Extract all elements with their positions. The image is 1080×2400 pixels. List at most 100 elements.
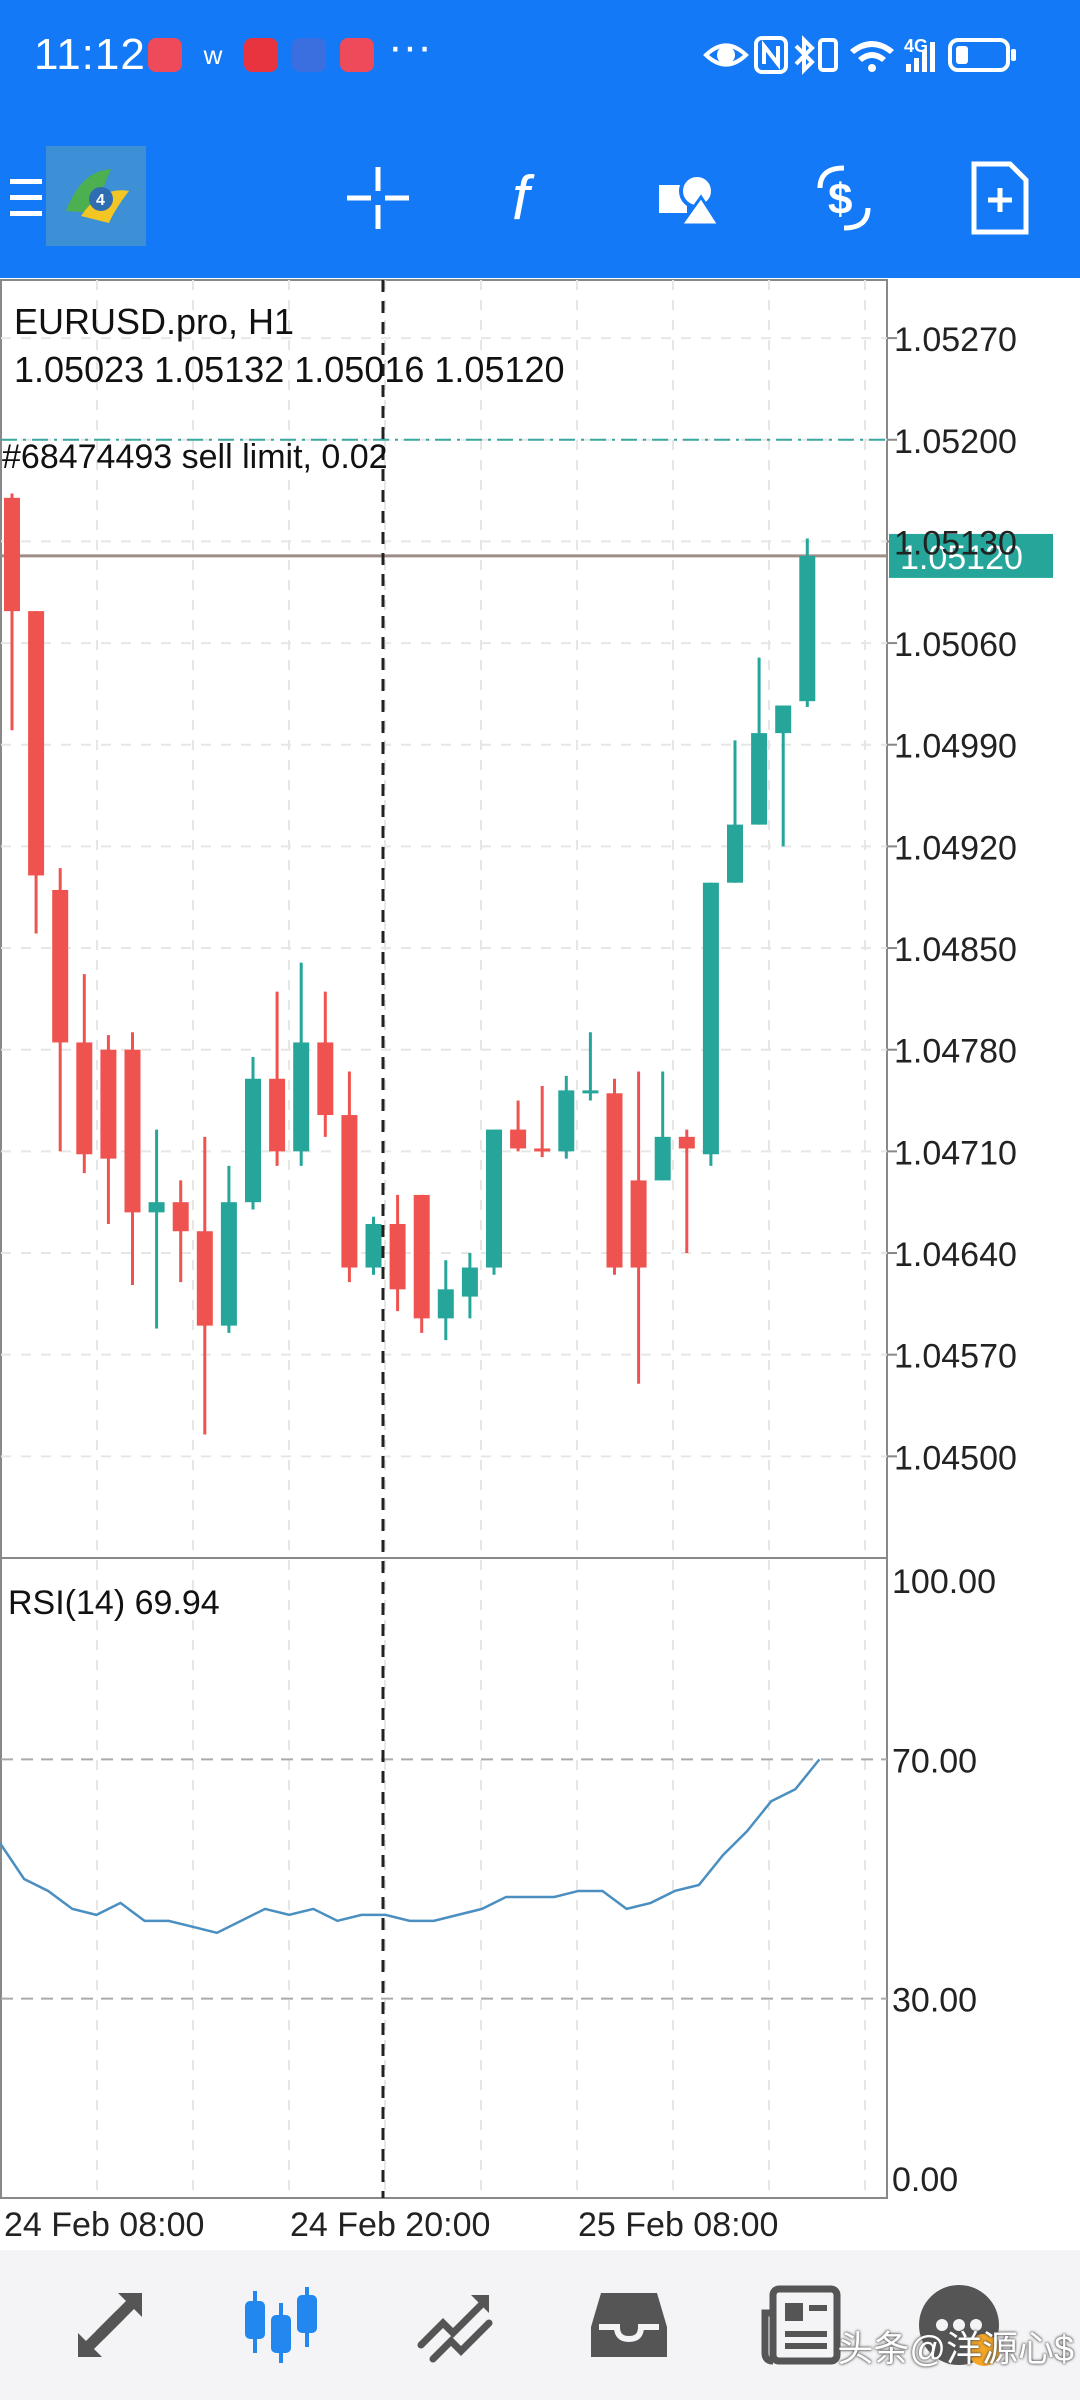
candle <box>751 657 768 825</box>
price-tick-label: 1.05060 <box>894 626 1017 664</box>
price-tick-label: 1.05200 <box>894 423 1017 461</box>
candle-body <box>124 1049 141 1213</box>
candle <box>52 868 69 1152</box>
candle <box>630 1071 647 1384</box>
candle-body <box>317 1042 334 1116</box>
menu-icon <box>10 179 42 216</box>
candle <box>389 1194 406 1312</box>
rsi-tick-label: 0.00 <box>892 2161 958 2199</box>
candle-body <box>76 1042 93 1155</box>
candle-body <box>799 555 816 702</box>
candle <box>582 1032 599 1101</box>
svg-text:$: $ <box>828 175 852 224</box>
weibo-icon: w <box>203 40 223 70</box>
candle-body <box>148 1202 165 1213</box>
price-chart[interactable]: 1.05120 1.05270 1.05200 1.05130 1.05060 1.04… <box>0 278 1080 2250</box>
huawei-app-icon <box>340 38 374 72</box>
status-bar: 11:12 w ··· 4G <box>0 0 1080 120</box>
candle-body <box>558 1090 575 1152</box>
chart-area[interactable]: 1.05120 1.05270 1.05200 1.05130 1.05060 1.04… <box>0 278 1080 2250</box>
candle <box>558 1075 575 1159</box>
candle <box>245 1056 261 1210</box>
rsi-tick-label: 100.00 <box>892 1563 996 1601</box>
wifi-icon <box>850 41 894 72</box>
candle-body <box>389 1223 406 1290</box>
battery-icon <box>948 38 1016 72</box>
candle-body <box>220 1202 237 1326</box>
quotes-icon <box>78 2293 142 2357</box>
nav-history[interactable] <box>574 2270 684 2380</box>
history-icon <box>591 2293 667 2357</box>
price-tick-label: 1.04640 <box>894 1236 1017 1274</box>
status-time: 11:12 <box>34 30 146 79</box>
price-tick-label: 1.05270 <box>894 321 1017 359</box>
svg-text:f: f <box>512 164 535 233</box>
objects-button[interactable] <box>638 148 738 248</box>
candle <box>341 1071 358 1283</box>
new-order-icon <box>971 161 1029 235</box>
candle-body <box>437 1289 454 1319</box>
candle-body <box>630 1180 647 1268</box>
order-label[interactable]: #68474493 sell limit, 0.02 <box>2 438 388 476</box>
watermark: 头条@洋源心$ <box>837 2328 1074 2369</box>
candle-body <box>293 1042 310 1152</box>
chart-toolbar: 4 f $ <box>0 120 1080 278</box>
candle-body <box>413 1194 430 1319</box>
crosshair-icon <box>347 167 409 229</box>
nav-messages[interactable] <box>904 2270 1014 2380</box>
candle <box>461 1253 478 1319</box>
candle <box>654 1071 671 1181</box>
candle-body <box>196 1231 213 1326</box>
news-icon <box>761 2285 841 2365</box>
crosshair-button[interactable] <box>328 148 428 248</box>
candle <box>510 1100 527 1152</box>
candle <box>606 1078 623 1275</box>
candle-body <box>461 1267 478 1297</box>
candle <box>100 1035 117 1224</box>
signal-icon <box>906 42 935 72</box>
blue-app-icon <box>292 38 326 72</box>
candle <box>799 538 816 707</box>
nav-quotes[interactable] <box>55 2270 165 2380</box>
candle-body <box>269 1078 286 1152</box>
rsi-line <box>0 1758 821 1935</box>
nav-news[interactable] <box>746 2270 856 2380</box>
symbols-button[interactable]: $ <box>794 148 894 248</box>
candle-body <box>100 1049 117 1159</box>
ohlc-label: 1.05023 1.05132 1.05016 1.05120 <box>14 349 565 390</box>
candle <box>317 991 334 1137</box>
new-order-button[interactable] <box>950 148 1050 248</box>
time-label: 25 Feb 08:00 <box>578 2206 778 2244</box>
candle <box>727 740 743 883</box>
rsi-tick-label: 70.00 <box>892 1742 977 1780</box>
nav-chart[interactable] <box>226 2270 336 2380</box>
candle-body <box>28 611 45 876</box>
candle <box>196 1136 213 1435</box>
candle-body <box>727 824 743 883</box>
candle <box>413 1194 430 1333</box>
status-icons: 4G <box>703 35 1016 75</box>
candle <box>678 1129 695 1254</box>
candle-body <box>678 1136 695 1149</box>
candle-body <box>606 1093 623 1268</box>
price-tick-label: 1.04780 <box>894 1033 1017 1071</box>
huawei-app-icon <box>148 38 182 72</box>
candle-body <box>534 1148 551 1152</box>
price-tick-label: 1.05130 <box>894 524 1017 562</box>
menu-button[interactable] <box>0 148 70 248</box>
time-label: 24 Feb 20:00 <box>290 2206 490 2244</box>
bottom-navigation <box>0 2250 1080 2400</box>
candle-body <box>510 1129 527 1149</box>
candle-body <box>751 733 768 825</box>
candle <box>148 1129 165 1329</box>
candle <box>437 1260 454 1341</box>
nav-trade[interactable] <box>400 2270 510 2380</box>
candle-body <box>702 882 719 1155</box>
price-tick-label: 1.04920 <box>894 829 1017 867</box>
candle-body <box>52 889 69 1043</box>
indicators-button[interactable]: f <box>482 148 582 248</box>
candle-body <box>4 497 20 612</box>
candle <box>124 1032 141 1285</box>
candle-body <box>654 1136 671 1181</box>
svg-text:4: 4 <box>96 192 105 209</box>
